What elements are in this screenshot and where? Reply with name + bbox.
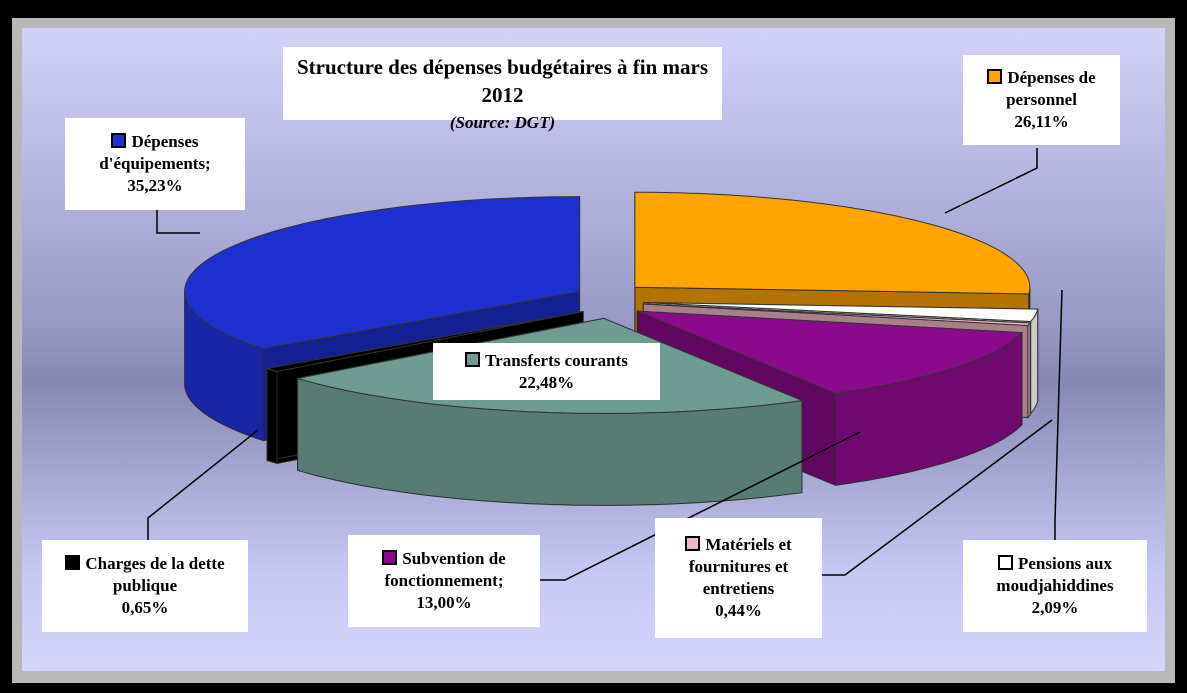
- data-label: Dépenses d'équipements; 35,23%: [65, 118, 245, 210]
- slice-wall-shade: [1030, 309, 1038, 414]
- label-value: 35,23%: [127, 176, 183, 195]
- legend-key: [65, 555, 81, 570]
- legend-key: [111, 133, 127, 148]
- leader-line: [540, 431, 861, 581]
- slice-wall-shade: [1027, 323, 1031, 418]
- label-name: Charges de la dette publique: [85, 554, 225, 595]
- data-label: Subvention de fonctionnement; 13,00%: [348, 535, 540, 627]
- legend-key: [382, 550, 398, 565]
- label-name: Dépenses d'équipements;: [99, 132, 211, 173]
- label-name: Transferts courants: [485, 350, 628, 370]
- label-name: Dépenses de personnel: [1006, 68, 1096, 109]
- leader-line: [822, 419, 1053, 576]
- leader-line: [156, 210, 200, 234]
- slice-top: [637, 310, 1024, 394]
- slice-top: [184, 196, 581, 350]
- label-value: 0,44%: [715, 601, 762, 620]
- slice-top: [643, 303, 1032, 327]
- label-value: 22,48%: [518, 372, 575, 392]
- legend-key: [987, 69, 1003, 84]
- chart-subtitle: (Source: DGT): [449, 113, 556, 132]
- leader-line: [147, 429, 259, 540]
- slice-top: [266, 311, 584, 373]
- slice-top: [634, 191, 1031, 295]
- chart-title: Structure des dépenses budgétaires à fin…: [296, 55, 709, 107]
- label-name: Subvention de fonctionnement;: [384, 549, 506, 590]
- data-label: Transferts courants 22,48%: [433, 343, 660, 400]
- label-value: 13,00%: [416, 593, 472, 612]
- slice-wall-shade: [835, 332, 1022, 486]
- label-value: 0,65%: [121, 598, 169, 617]
- slice-top: [643, 302, 1039, 323]
- slice-wall-shade: [267, 368, 277, 464]
- legend-key: [998, 555, 1013, 570]
- label-value: 2,09%: [1031, 598, 1079, 617]
- label-name: Matériels et fournitures et entretiens: [688, 535, 792, 598]
- leader-line: [1054, 289, 1063, 540]
- title-box: Structure des dépenses budgétaires à fin…: [283, 47, 722, 132]
- legend-key: [465, 351, 481, 367]
- label-value: 26,11%: [1014, 112, 1069, 131]
- data-label: Dépenses de personnel 26,11%: [963, 55, 1120, 145]
- leader-line: [944, 148, 1038, 214]
- data-label: Pensions aux moudjahiddines 2,09%: [963, 540, 1147, 632]
- slice-wall-shade: [297, 378, 802, 506]
- data-label: Matériels et fournitures et entretiens 0,…: [655, 518, 822, 638]
- label-name: Pensions aux moudjahiddines: [996, 554, 1114, 595]
- data-label: Charges de la dette publique 0,65%: [42, 540, 248, 632]
- legend-key: [685, 536, 701, 551]
- slice-wall-shade: [184, 291, 264, 441]
